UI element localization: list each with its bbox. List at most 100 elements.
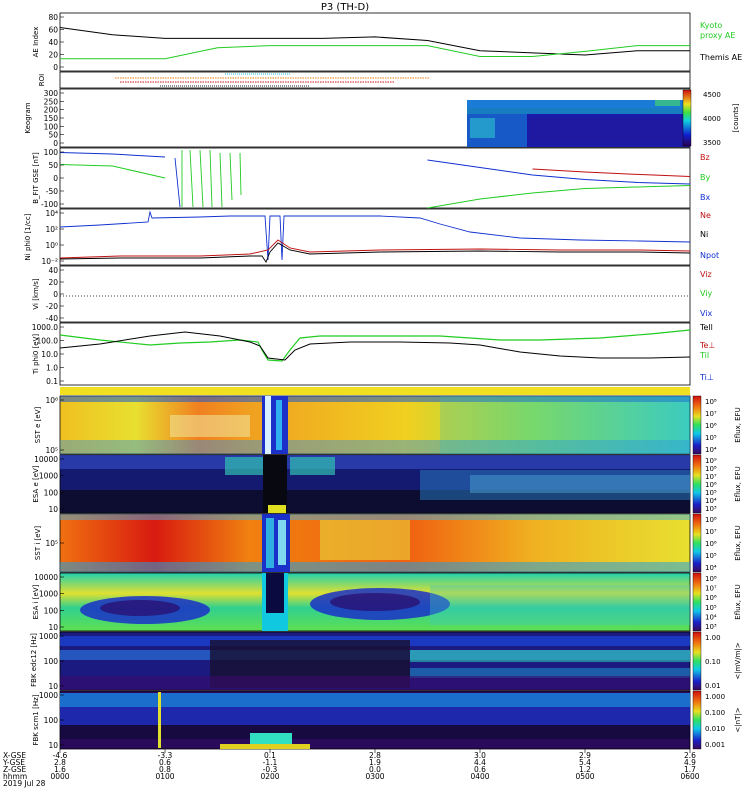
series-by bbox=[427, 185, 691, 209]
x-tick-label: 0200 bbox=[260, 772, 279, 781]
legend-by: By bbox=[700, 173, 710, 182]
esa-e-ytick-label: 100 bbox=[44, 488, 59, 497]
ni-ytick-label: 10⁻² bbox=[41, 257, 58, 266]
x-tick-label: 1.7 bbox=[684, 765, 696, 774]
x-tick-label: 2.6 bbox=[684, 751, 696, 760]
fbk-b-panel: FBK scm1 [Hz] 1000 100 10 bbox=[32, 690, 691, 750]
ti-ytick-label: 10.0 bbox=[41, 350, 58, 359]
esa-e-cb-label: 10⁶ bbox=[705, 481, 717, 489]
x-tick-label: 2.8 bbox=[369, 751, 381, 760]
sst-i-cb-label: 10⁵ bbox=[705, 552, 717, 560]
fbk-b-cb-label: 0.010 bbox=[705, 725, 725, 733]
vi-ytick-label: 0 bbox=[53, 290, 58, 299]
legend-bx: Bx bbox=[700, 193, 710, 202]
legend-ni: Ni bbox=[700, 230, 708, 239]
kyoto-legend: Kyoto bbox=[700, 21, 722, 30]
plot-title: P3 (TH-D) bbox=[321, 2, 369, 13]
keogram-ylabel: Keogram bbox=[24, 102, 32, 133]
sst-e-cb-label: 10⁷ bbox=[705, 410, 717, 418]
keogram-cb-label: 4500 bbox=[703, 91, 721, 99]
esa-e-cb-label: 10⁷ bbox=[705, 473, 717, 481]
ni-ytick-label: 10⁰ bbox=[45, 241, 58, 250]
vi-ytick-label: -20 bbox=[46, 302, 58, 311]
legend-teperp: Te⊥ bbox=[699, 341, 715, 350]
legend-tell: Tell bbox=[699, 323, 713, 332]
x-tick-label: -0.3 bbox=[263, 765, 278, 774]
fbk-b-cb-label: 0.100 bbox=[705, 709, 725, 717]
esa-e-cb-label: 10⁸ bbox=[705, 465, 717, 473]
x-tick-label: 1.2 bbox=[579, 765, 591, 774]
esa-i-cb-label: 10⁵ bbox=[705, 604, 717, 612]
keogram-ytick-label: 250 bbox=[44, 97, 59, 106]
vi-ylabel: Vi [km/s] bbox=[32, 278, 40, 309]
fbk-e-ytick-label: 1000 bbox=[39, 632, 58, 641]
esa-i-cb-label: 10⁴ bbox=[705, 613, 717, 621]
esa-i-ylabel: ESA i [eV] bbox=[32, 584, 40, 619]
x-row-label: 2019 Jul 28 bbox=[3, 779, 46, 788]
esa-e-ytick-label: 1000 bbox=[39, 472, 58, 481]
vi-ytick-label: 20 bbox=[48, 278, 58, 287]
esa-i-cb-label: 10³ bbox=[705, 623, 717, 631]
x-tick-label: 0.1 bbox=[264, 751, 276, 760]
series-bx bbox=[59, 152, 166, 158]
sst-i-cb-label: 10⁶ bbox=[705, 540, 717, 548]
keogram-ytick-label: 200 bbox=[44, 106, 59, 115]
keogram-ytick-label: 50 bbox=[48, 131, 58, 140]
legend-til: Til bbox=[699, 351, 709, 360]
sst-e-ytick-label: 10⁶ bbox=[45, 396, 58, 405]
x-tick-label: 5.4 bbox=[579, 758, 591, 767]
esa-e-cb-label: 10⁵ bbox=[705, 489, 717, 497]
x-tick-label: 3.0 bbox=[474, 751, 486, 760]
bfit-ylabel: B_FIT GSE [nT] bbox=[32, 152, 40, 204]
spectrogram-colorbars bbox=[692, 395, 702, 750]
esa-e-ytick-label: 10000 bbox=[34, 455, 58, 464]
ae-ytick-label: 60 bbox=[48, 26, 58, 35]
x-row-label: Y-GSE bbox=[2, 758, 25, 767]
x-tick-label: 4.4 bbox=[474, 758, 486, 767]
x-tick-label: 0100 bbox=[155, 772, 174, 781]
x-tick-label: 0.8 bbox=[159, 765, 171, 774]
keogram-cb-unit: [counts] bbox=[732, 103, 740, 132]
fbk-b-ytick-label: 10 bbox=[48, 741, 58, 750]
fbk-b-ytick-label: 1000 bbox=[39, 691, 58, 700]
sst-e-panel: SST e [eV] 10⁶ 10⁵ bbox=[34, 395, 691, 455]
sst-e-cb-label: 10⁵ bbox=[705, 434, 717, 442]
x-tick-label: 1.9 bbox=[369, 758, 381, 767]
x-tick-label: 1.6 bbox=[54, 765, 66, 774]
series-by bbox=[59, 164, 166, 179]
sst-e-cb-label: 10⁸ bbox=[705, 398, 717, 406]
fbk-b-ylabel: FBK scm1 [Hz] bbox=[32, 694, 40, 745]
x-tick-label: -3.3 bbox=[158, 751, 173, 760]
ti-ylabel: Ti phi0 [eV] bbox=[32, 334, 40, 376]
esa-i-ytick-label: 1000 bbox=[39, 590, 58, 599]
fbk-b-cb-unit: <|nT|> bbox=[734, 707, 742, 732]
x-tick-label: 0600 bbox=[680, 772, 699, 781]
esa-e-ytick-label: 10 bbox=[48, 505, 58, 514]
x-tick-label: 2.9 bbox=[579, 751, 591, 760]
fbk-e-ytick-label: 10 bbox=[48, 682, 58, 691]
sst-i-ytick-label: 10⁵ bbox=[45, 539, 58, 548]
ti-ytick-label: 1000.0 bbox=[32, 323, 58, 332]
ti-panel: Ti phi0 [eV] 1000.0100.010.01.00.1 Tell … bbox=[32, 322, 715, 386]
fbk-b-cb-label: 1.000 bbox=[705, 693, 725, 701]
vi-panel: Vi [km/s] 40 20 0 -20 -40 Viz Viy Vix bbox=[32, 265, 713, 323]
ae-ytick-label: 80 bbox=[48, 13, 58, 22]
fbk-e-ytick-label: 100 bbox=[44, 657, 59, 666]
esa-e-cb-label: 10³ bbox=[705, 505, 717, 513]
ti-ytick-label: 1.0 bbox=[46, 364, 58, 373]
series-bx bbox=[427, 159, 691, 185]
x-tick-label: 0.6 bbox=[474, 765, 486, 774]
legend-viy: Viy bbox=[700, 289, 713, 298]
legend-viz: Viz bbox=[700, 270, 712, 279]
keogram-ytick-label: 100 bbox=[44, 122, 59, 131]
vi-ytick-label: 40 bbox=[48, 266, 58, 275]
esa-i-cb-unit: Eflux, EFU bbox=[734, 584, 742, 619]
esa-i-cb-label: 10⁸ bbox=[705, 575, 717, 583]
fbk-e-cb-label: 0.10 bbox=[705, 658, 721, 666]
ae-ylabel: AE Index bbox=[32, 27, 40, 58]
x-row-label: hhmm bbox=[3, 772, 27, 781]
esa-e-panel: ESA e [eV] 10000 1000 100 10 bbox=[32, 454, 691, 514]
